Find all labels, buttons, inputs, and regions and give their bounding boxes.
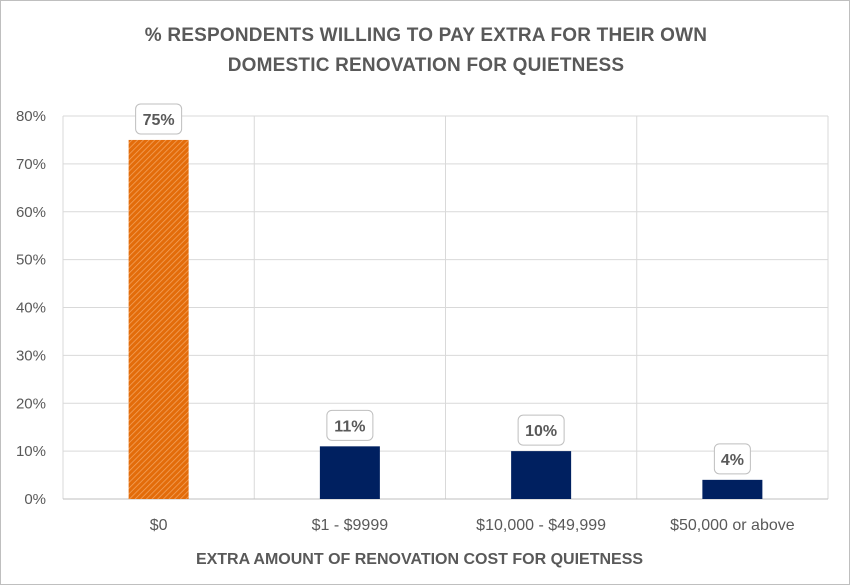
data-label-box xyxy=(326,409,374,441)
chart-title-line-1: % RESPONDENTS WILLING TO PAY EXTRA FOR T… xyxy=(144,25,708,46)
data-label: 10% xyxy=(525,423,557,440)
x-tick-label: $50,000 or above xyxy=(670,517,795,534)
chart-title: % RESPONDENTS WILLING TO PAY EXTRA FOR T… xyxy=(1,21,850,81)
data-label-box xyxy=(517,414,565,446)
bar-3 xyxy=(702,479,763,499)
data-label-box xyxy=(135,103,183,135)
y-tick-label: 50% xyxy=(16,252,46,269)
y-tick-label: 60% xyxy=(16,204,46,221)
y-tick-label: 40% xyxy=(16,300,46,317)
data-label-box xyxy=(713,443,751,475)
x-tick-label: $10,000 - $49,999 xyxy=(476,517,606,534)
gridlines xyxy=(62,115,829,500)
data-labels: 75% 11% 10% 4% xyxy=(135,103,751,475)
x-tick-label: $0 xyxy=(150,517,168,534)
data-label: 4% xyxy=(721,452,744,469)
y-tick-label: 20% xyxy=(16,395,46,412)
data-label: 11% xyxy=(334,418,365,435)
chart-title-line-2: DOMESTIC RENOVATION FOR QUIETNESS xyxy=(227,55,625,76)
x-axis-title: EXTRA AMOUNT OF RENOVATION COST FOR QUIE… xyxy=(196,551,643,568)
bar-2 xyxy=(511,451,572,499)
y-tick-label: 10% xyxy=(16,443,46,460)
bar-0 xyxy=(128,139,189,499)
y-tick-label: 70% xyxy=(16,156,46,173)
bar-1 xyxy=(319,446,380,499)
y-tick-label: 30% xyxy=(16,347,46,364)
bars xyxy=(128,139,763,499)
y-tick-label: 80% xyxy=(16,108,46,125)
data-label: 75% xyxy=(143,112,175,129)
x-tick-label: $1 - $9999 xyxy=(312,517,389,534)
y-tick-label: 0% xyxy=(24,491,46,508)
axes: 0% 10% 20% 30% 40% 50% 60% 70% 80% $0 $1 - $9999 $1… xyxy=(16,108,828,534)
